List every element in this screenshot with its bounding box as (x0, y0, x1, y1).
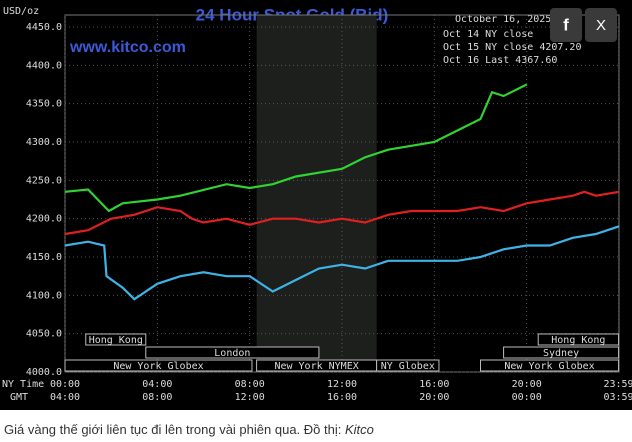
session-label: London (214, 348, 250, 359)
x2-tick-label: 20:00 (419, 392, 449, 403)
y-tick-label: 4000.0 (26, 367, 62, 378)
date: October 16, 2025 (455, 14, 551, 25)
session-box (503, 346, 620, 359)
caption-text: Giá vàng thế giới liên tục đi lên trong … (4, 422, 345, 437)
share-buttons: f X (550, 8, 617, 42)
series-line (64, 83, 528, 213)
session-box (480, 359, 620, 372)
y-tick-label: 4300.0 (26, 137, 62, 148)
y-tick-label: 4050.0 (26, 329, 62, 340)
session-label: Sydney (543, 348, 579, 359)
y-tick-label: 4150.0 (26, 252, 62, 263)
y-axis-label: USD/oz (3, 6, 39, 17)
x-tick-label: 16:00 (419, 379, 449, 390)
x-tick-label: 08:00 (235, 379, 265, 390)
session-box (376, 359, 440, 372)
legend-label: Oct 16 Last 4367.60 (443, 55, 557, 66)
session-label: NY Globex (381, 361, 435, 372)
series-line (64, 190, 620, 236)
session-box (85, 333, 147, 346)
y-tick-label: 4350.0 (26, 99, 62, 110)
subtitle: www.kitco.com (69, 39, 186, 56)
session-label: New York Globex (113, 361, 203, 372)
x2-axis-label: GMT (10, 392, 28, 403)
x2-tick-label: 00:00 (512, 392, 542, 403)
y-tick-label: 4450.0 (26, 22, 62, 33)
chart: 24 Hour Spot Gold (Bid) www.kitco.com Oc… (0, 0, 632, 410)
x-tick-label: 04:00 (142, 379, 172, 390)
y-tick-label: 4250.0 (26, 175, 62, 186)
x2-tick-label: 16:00 (327, 392, 357, 403)
y-tick-label: 4200.0 (26, 214, 62, 225)
facebook-button[interactable] (550, 8, 582, 42)
x-button[interactable] (585, 8, 617, 42)
x-tick-label: 00:00 (50, 379, 80, 390)
legend-label: Oct 15 NY close 4207.20 (443, 42, 581, 53)
session-label: New York NYMEX (274, 361, 358, 372)
series-line (64, 225, 620, 301)
x-tick-label: 23:59 (603, 379, 632, 390)
session-label: Hong Kong (551, 335, 605, 346)
x2-tick-label: 03:59 (603, 392, 632, 403)
session-label: New York Globex (504, 361, 594, 372)
session-box (537, 333, 620, 346)
x-icon: X (596, 17, 606, 34)
x-tick-label: 20:00 (512, 379, 542, 390)
x-axis-label: NY Time (2, 379, 44, 390)
shaded-band (256, 15, 377, 372)
x2-tick-label: 08:00 (142, 392, 172, 403)
x2-tick-label: 04:00 (50, 392, 80, 403)
session-box (145, 346, 320, 359)
x2-tick-label: 12:00 (235, 392, 265, 403)
session-label: Hong Kong (89, 335, 143, 346)
legend-label: Oct 14 NY close (443, 29, 533, 40)
y-tick-label: 4100.0 (26, 290, 62, 301)
session-box (64, 359, 253, 372)
x-tick-label: 12:00 (327, 379, 357, 390)
caption: Giá vàng thế giới liên tục đi lên trong … (4, 422, 374, 437)
facebook-icon: f (563, 15, 569, 34)
caption-source: Kitco (344, 422, 374, 437)
y-tick-label: 4400.0 (26, 60, 62, 71)
